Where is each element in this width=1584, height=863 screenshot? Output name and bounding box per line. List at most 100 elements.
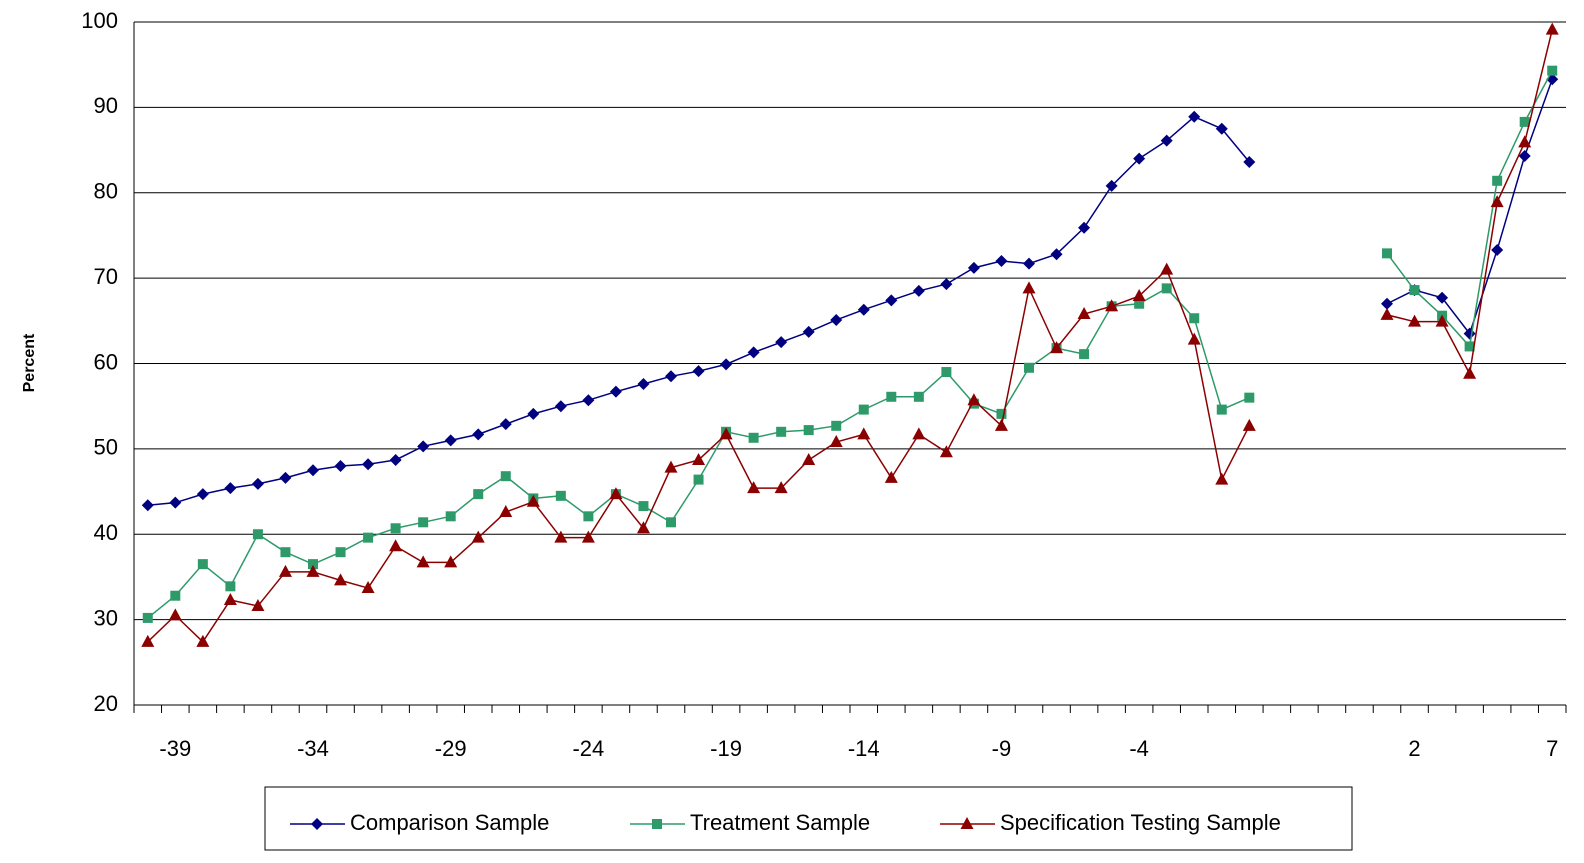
point	[803, 425, 814, 436]
point	[692, 452, 706, 465]
point	[1518, 150, 1531, 163]
point	[747, 346, 760, 359]
point	[334, 573, 348, 586]
point	[389, 453, 402, 466]
x-tick-label: -24	[572, 736, 604, 761]
point	[994, 418, 1008, 431]
point	[142, 612, 153, 623]
point	[1463, 366, 1477, 379]
point	[1408, 314, 1422, 327]
point	[747, 481, 761, 494]
point	[418, 517, 429, 528]
point	[1215, 472, 1229, 485]
x-tick-label: 7	[1546, 736, 1558, 761]
point	[996, 408, 1007, 419]
y-tick-label: 20	[94, 691, 118, 716]
point	[1022, 281, 1036, 294]
point	[526, 494, 540, 507]
point	[637, 377, 650, 390]
point	[995, 255, 1008, 268]
point	[335, 547, 346, 558]
point	[169, 496, 182, 509]
point	[1547, 65, 1558, 76]
point	[886, 391, 897, 402]
point	[1380, 307, 1394, 320]
point	[1519, 116, 1530, 127]
point	[223, 592, 237, 605]
point	[389, 539, 403, 552]
y-tick-label: 90	[94, 93, 118, 118]
point	[748, 432, 759, 443]
point	[197, 559, 208, 570]
point	[1160, 134, 1173, 147]
point	[527, 407, 540, 420]
point	[445, 511, 456, 522]
point	[1409, 285, 1420, 296]
point	[1187, 332, 1201, 345]
point	[361, 581, 375, 594]
point	[141, 634, 155, 647]
point	[939, 445, 953, 458]
point	[802, 452, 816, 465]
point	[775, 336, 788, 349]
point	[362, 458, 375, 471]
y-axis-label: Percent	[21, 333, 38, 392]
point	[1078, 221, 1091, 234]
point	[1134, 298, 1145, 309]
point	[471, 530, 485, 543]
x-tick-label: -9	[992, 736, 1012, 761]
point	[499, 418, 512, 431]
point	[1161, 283, 1172, 294]
point	[583, 511, 594, 522]
x-tick-label: -14	[848, 736, 880, 761]
point	[1464, 341, 1475, 352]
point	[278, 564, 292, 577]
point	[885, 294, 898, 307]
point	[251, 477, 264, 490]
point	[390, 523, 401, 534]
point	[444, 555, 458, 568]
point	[692, 365, 705, 378]
point	[1105, 179, 1118, 192]
point	[416, 555, 430, 568]
point	[609, 385, 622, 398]
point	[831, 420, 842, 431]
point	[1024, 362, 1034, 373]
point	[252, 529, 263, 540]
point	[693, 474, 704, 485]
point	[829, 435, 843, 448]
point	[1436, 291, 1449, 304]
point	[1492, 175, 1503, 186]
point	[857, 427, 871, 440]
x-tick-label: -34	[297, 736, 329, 761]
point	[941, 367, 952, 378]
point	[554, 530, 568, 543]
x-tick-label: -4	[1129, 736, 1149, 761]
point	[967, 393, 981, 406]
x-tick-label: -29	[435, 736, 467, 761]
series-line	[147, 78, 1553, 506]
point	[251, 598, 265, 611]
point	[473, 489, 484, 500]
point	[363, 532, 374, 543]
y-tick-label: 40	[94, 520, 118, 545]
x-tick-label: -19	[710, 736, 742, 761]
point	[666, 517, 676, 528]
point	[1491, 243, 1504, 256]
point	[170, 590, 181, 601]
point	[141, 499, 154, 512]
series-line	[147, 70, 1553, 619]
point	[912, 427, 926, 440]
point	[1244, 392, 1255, 403]
y-tick-label: 60	[94, 349, 118, 374]
point	[1160, 262, 1174, 275]
point	[912, 284, 925, 297]
point	[311, 818, 323, 830]
point	[720, 358, 733, 371]
point	[1133, 152, 1146, 165]
point	[1132, 289, 1146, 302]
point	[1050, 341, 1064, 354]
point	[306, 564, 320, 577]
legend-label: Treatment Sample	[690, 810, 870, 835]
